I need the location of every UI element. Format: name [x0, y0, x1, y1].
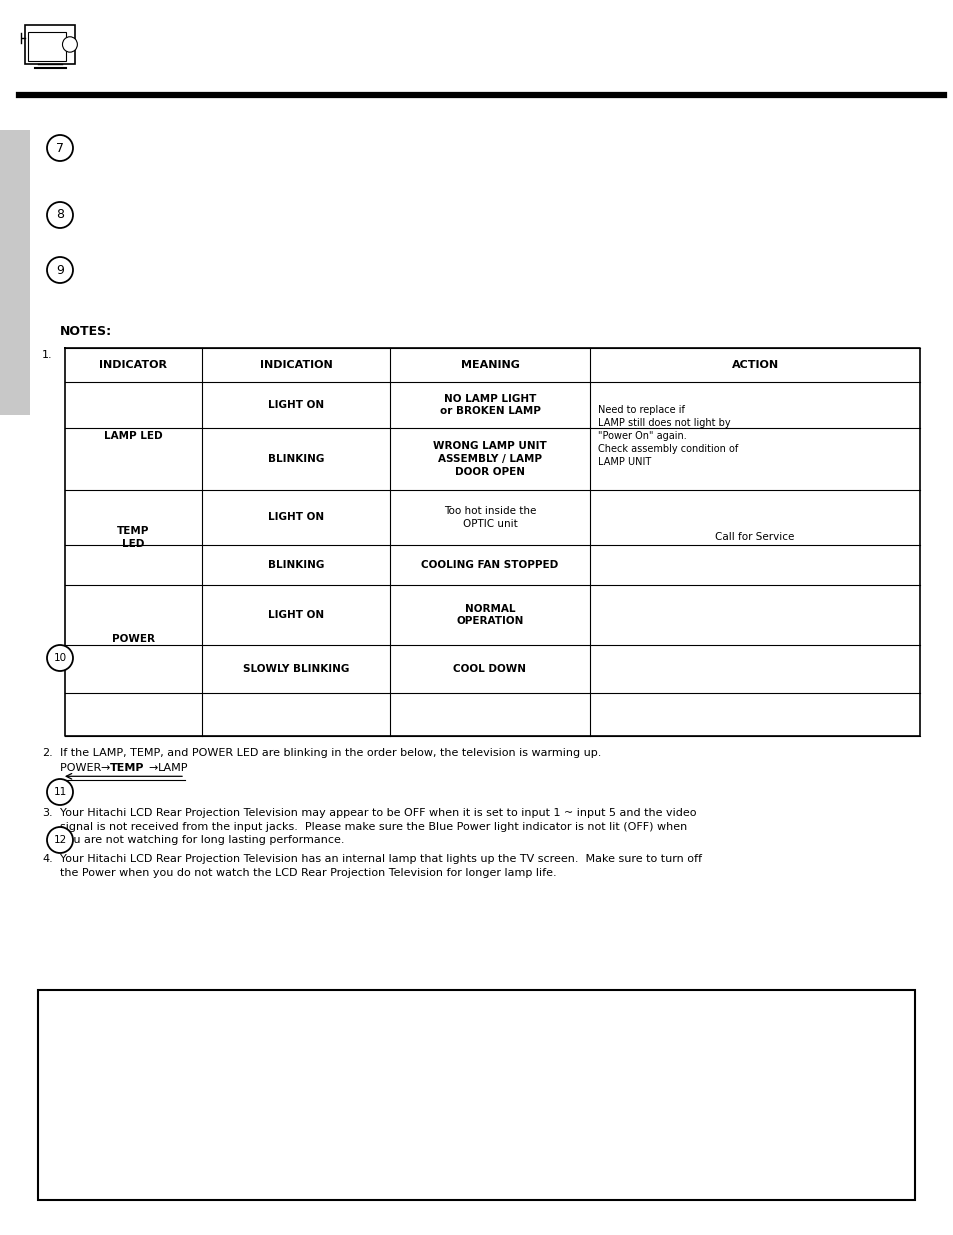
- Text: BLINKING: BLINKING: [268, 454, 324, 464]
- Text: Call for Service: Call for Service: [715, 532, 794, 542]
- Text: 12: 12: [53, 835, 67, 845]
- Text: LIGHT ON: LIGHT ON: [268, 610, 324, 620]
- Text: COOLING FAN STOPPED: COOLING FAN STOPPED: [421, 559, 558, 571]
- Text: 3.: 3.: [42, 808, 52, 818]
- Bar: [0, 130, 30, 415]
- Text: MEANING: MEANING: [460, 359, 518, 370]
- Text: Too hot inside the
OPTIC unit: Too hot inside the OPTIC unit: [443, 506, 536, 529]
- Bar: [38, 990, 914, 1200]
- Ellipse shape: [47, 203, 73, 228]
- Text: NO LAMP LIGHT
or BROKEN LAMP: NO LAMP LIGHT or BROKEN LAMP: [439, 394, 539, 416]
- Text: LAMP LED: LAMP LED: [104, 431, 163, 441]
- Ellipse shape: [47, 779, 73, 805]
- Text: 7: 7: [56, 142, 64, 154]
- Text: LIGHT ON: LIGHT ON: [268, 513, 324, 522]
- Text: TEMP: TEMP: [110, 763, 144, 773]
- Text: →: →: [148, 763, 157, 773]
- Text: BLINKING: BLINKING: [268, 559, 324, 571]
- Text: 8: 8: [56, 209, 64, 221]
- Text: LAMP: LAMP: [158, 763, 189, 773]
- Text: NORMAL
OPERATION: NORMAL OPERATION: [456, 604, 523, 626]
- Text: Your Hitachi LCD Rear Projection Television has an internal lamp that lights up : Your Hitachi LCD Rear Projection Televis…: [60, 853, 701, 878]
- Text: If the LAMP, TEMP, and POWER LED are blinking in the order below, the television: If the LAMP, TEMP, and POWER LED are bli…: [60, 748, 600, 758]
- Text: 4.: 4.: [42, 853, 52, 864]
- Ellipse shape: [47, 257, 73, 283]
- Text: Your Hitachi LCD Rear Projection Television may appear to be OFF when it is set : Your Hitachi LCD Rear Projection Televis…: [60, 808, 696, 845]
- Text: 10: 10: [53, 653, 67, 663]
- Text: 1.: 1.: [42, 350, 52, 359]
- Text: Need to replace if
LAMP still does not light by
"Power On" again.
Check assembly: Need to replace if LAMP still does not l…: [597, 405, 737, 467]
- Text: 11: 11: [53, 787, 67, 797]
- Circle shape: [62, 37, 77, 52]
- Bar: [29, 32, 66, 61]
- Text: POWER: POWER: [60, 763, 105, 773]
- Ellipse shape: [47, 827, 73, 853]
- Text: ACTION: ACTION: [731, 359, 778, 370]
- Ellipse shape: [47, 135, 73, 161]
- Text: INDICATION: INDICATION: [259, 359, 332, 370]
- Bar: [25, 25, 74, 64]
- Text: TEMP
LED: TEMP LED: [117, 526, 150, 548]
- Text: LIGHT ON: LIGHT ON: [268, 400, 324, 410]
- Text: COOL DOWN: COOL DOWN: [453, 664, 526, 674]
- Text: SLOWLY BLINKING: SLOWLY BLINKING: [243, 664, 349, 674]
- Text: INDICATOR: INDICATOR: [99, 359, 168, 370]
- Text: POWER: POWER: [112, 634, 154, 643]
- Text: 9: 9: [56, 263, 64, 277]
- Text: WRONG LAMP UNIT
ASSEMBLY / LAMP
DOOR OPEN: WRONG LAMP UNIT ASSEMBLY / LAMP DOOR OPE…: [433, 441, 546, 477]
- Text: NOTES:: NOTES:: [60, 325, 112, 338]
- Text: →: →: [100, 763, 110, 773]
- Text: 2.: 2.: [42, 748, 52, 758]
- Ellipse shape: [47, 645, 73, 671]
